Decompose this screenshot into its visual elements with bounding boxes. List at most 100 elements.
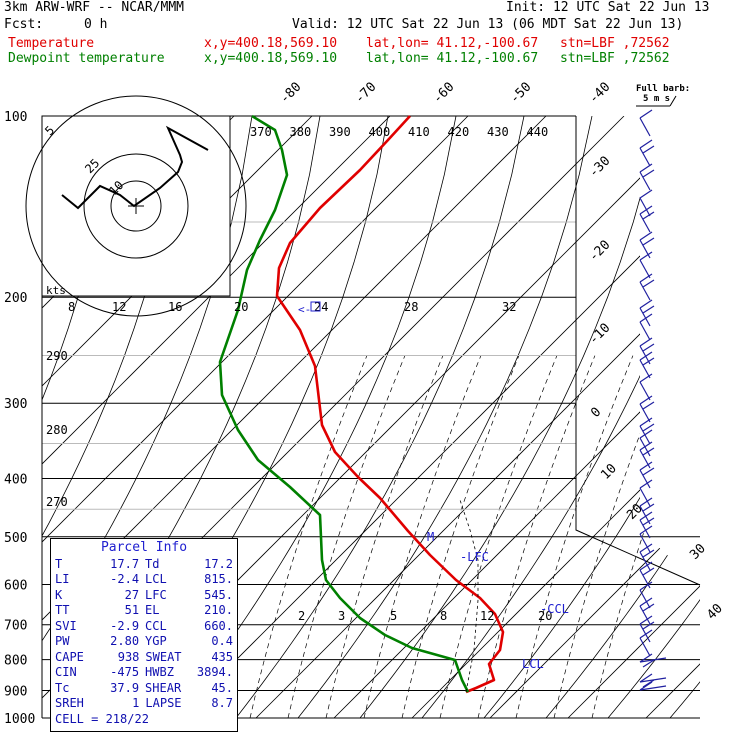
parcel-value: 660. [204,618,233,633]
dew-legend-name: Dewpoint temperature [8,51,165,66]
parcel-value: 8.7 [211,696,233,710]
wind-barb-flag [642,447,655,456]
wind-barb [639,681,667,691]
wind-barb-flag [642,679,655,688]
dew-legend-latlon: lat,lon= 41.12,-100.67 [366,51,539,66]
hodograph-ring [25,95,247,317]
parcel-key: LFC [145,587,167,602]
wind-barb-staff [639,533,651,553]
wind-barb [639,337,655,365]
wind-barb-staff [639,321,651,341]
isotherm-line [177,116,700,718]
wind-barb-flag [639,441,653,451]
wind-barb-flag [642,567,655,576]
parcel-key: CIN [55,665,77,679]
mixing-ratio-label: 20 [538,609,552,623]
parcel-row: SREH 1 LAPSE 8.7 [55,696,233,712]
parcel-value: 17.2 [204,556,233,571]
pressure-tick-label: 900 [4,684,27,699]
parcel-value: 37.9 [110,680,140,695]
parcel-row: TT 51 EL 210. [55,603,233,619]
theta-label: 270 [46,495,68,509]
wind-barb-flag [639,189,653,199]
parcel-value: 3894. [196,665,233,679]
wind-barb-staff [639,487,651,507]
parcel-key: K [55,587,63,602]
moist-adiabat [401,355,520,718]
isotherm-line [489,116,700,718]
moist-adiabat [515,355,634,718]
parcel-row: CIN -475 HWBZ 3894. [55,665,233,681]
temp-legend-latlon: lat,lon= 41.12,-100.67 [366,36,539,51]
pressure-tick-label: 100 [4,110,27,125]
wind-barb-flag [639,479,653,489]
wind-barb-flag [639,139,653,149]
isotherm-line [255,116,700,718]
wind-barb [639,205,655,233]
init-time: Init: 12 UTC Sat 22 Jun 13 [506,0,710,15]
hodograph-ring [110,180,162,232]
wind-barb-flag [642,401,655,410]
wind-barb-flag [639,109,653,119]
valid-time: Valid: 12 UTC Sat 22 Jun 13 (06 MDT Sat … [292,17,684,32]
wind-barb-flag [639,373,653,383]
wind-barb [639,417,655,445]
wind-barb [639,543,655,571]
theta-label: 380 [290,125,312,139]
parcel-key: YGP [145,634,167,648]
moist-adiabat [287,355,406,718]
wind-barb-flag [639,299,653,309]
isotherm-line [724,116,740,718]
dew-legend-xy: x,y=400.18,569.10 [204,51,338,66]
temperature-line [275,115,505,694]
isotherm-label: -70 [352,80,379,107]
parcel-value: -2.9 [110,618,140,633]
parcel-key: PW [55,634,70,648]
lfc-marker: -LFC [460,550,489,564]
parcel-row: K 27 LFC 545. [55,588,233,604]
dew-legend-stn: stn=LBF ,72562 [560,51,670,66]
wind-barb-flag [642,305,655,314]
hodo-scale-label: 16 [168,300,182,314]
pressure-tick-label: 600 [4,578,27,593]
wind-barb-flag [642,659,655,668]
parcel-key: CAPE [55,649,84,664]
theta-label: 280 [46,423,68,437]
full-barb-value: 5 m s [643,94,671,104]
wind-barb-staff [639,307,651,327]
wind-barb-flag [639,337,653,347]
wind-barb-staff [639,637,651,657]
wind-barb-staff [639,281,651,301]
parcel-key: Tc [55,680,70,695]
hodo-scale-label: 8 [68,300,75,314]
isotherm-label: 30 [687,541,709,563]
wind-barb-flag [642,503,655,512]
parcel-value: 17.7 [110,556,140,571]
isotherm-line [42,116,469,718]
wind-barb-flag [642,279,655,288]
wind-barb [639,313,653,341]
isotherm-label: -60 [430,80,457,107]
wind-barb [639,479,653,507]
wind-barb-staff [639,551,651,571]
wind-barb-staff [639,469,651,489]
wind-barb-staff [639,359,651,379]
pressure-tick-label: 800 [4,654,27,669]
model-title: 3km ARW-WRF -- NCAR/MMM [4,0,185,15]
moist-adiabat [439,355,558,718]
wind-barb-flag [642,621,655,630]
wind-barb [639,629,653,657]
theta-label: 410 [408,125,430,139]
wind-barb-flag [639,543,653,553]
wind-barb-staff [639,623,651,643]
storm-motion-pointer: <- [298,303,311,316]
wind-barb-flag [639,417,653,427]
wind-barb-staff [639,197,651,217]
wind-barb [639,299,655,327]
fcst-value: 0 h [84,17,108,32]
parcel-value: -2.4 [110,572,140,586]
wind-barb-staff [639,213,651,233]
m-marker: M [427,530,434,544]
parcel-key: T [55,556,63,571]
parcel-key: Td [145,556,160,571]
